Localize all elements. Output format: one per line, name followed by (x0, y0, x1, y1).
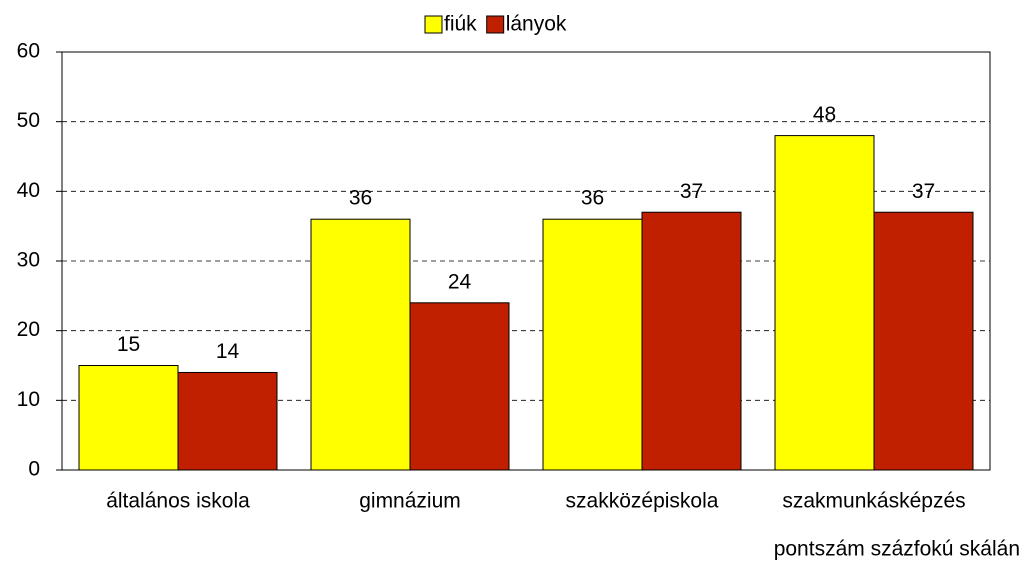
x-tick-label: szakmunkásképzés (782, 490, 965, 513)
data-label: 15 (117, 333, 140, 356)
legend-swatch (486, 15, 505, 34)
legend-label: fiúk (444, 13, 477, 36)
y-tick-label: 50 (17, 109, 40, 132)
y-tick-label: 0 (28, 458, 40, 481)
x-tick-label: szakközépiskola (566, 490, 719, 513)
y-tick-label: 60 (17, 40, 40, 63)
data-label: 36 (349, 187, 372, 210)
data-label: 48 (813, 103, 836, 126)
y-tick-label: 30 (17, 249, 40, 272)
x-tick-label: általános iskola (106, 490, 250, 513)
annotation: pontszám százfokú skálán (774, 538, 1020, 561)
x-tick-label: gimnázium (359, 490, 461, 513)
bar (873, 211, 974, 471)
data-label: 37 (680, 180, 703, 203)
legend-label: lányok (506, 13, 567, 36)
legend-swatch (424, 15, 443, 34)
y-tick-label: 40 (17, 179, 40, 202)
data-label: 37 (912, 180, 935, 203)
bar (641, 211, 742, 471)
bar (409, 302, 510, 471)
y-tick-label: 10 (17, 388, 40, 411)
data-label: 36 (581, 187, 604, 210)
data-label: 24 (448, 270, 472, 293)
bar (310, 218, 411, 471)
y-tick-label: 20 (17, 318, 40, 341)
plot-frame (61, 51, 991, 471)
bar (774, 135, 875, 471)
bar (78, 365, 179, 471)
bar (177, 371, 278, 471)
data-label: 14 (216, 340, 240, 363)
bar (542, 218, 643, 471)
